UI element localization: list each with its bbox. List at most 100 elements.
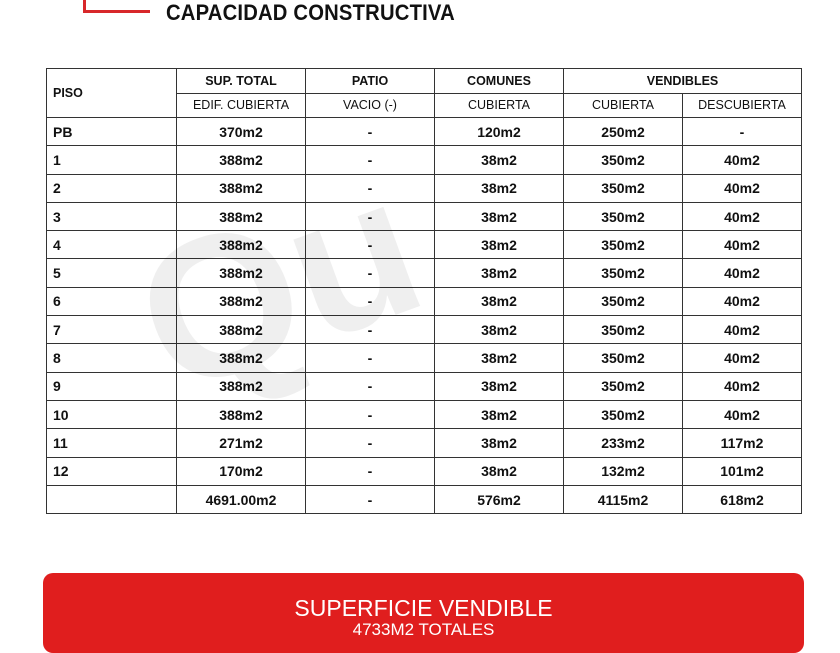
table-cell: 388m2 xyxy=(176,315,306,345)
table-cell xyxy=(46,484,177,515)
table-cell: 40m2 xyxy=(681,258,803,288)
table-cell: - xyxy=(305,116,435,147)
table-cell: - xyxy=(305,343,435,373)
table-row: 2 388m2-38m2 350m2 40m2 xyxy=(46,173,803,203)
table-cell: 271m2 xyxy=(176,428,306,458)
table-cell: 5 xyxy=(46,258,177,288)
table-cell: 7 xyxy=(46,315,177,345)
table-row: 6 388m2-38m2 350m2 40m2 xyxy=(46,286,803,317)
table-row: 1 388m2-38m2 350m2 40m2 xyxy=(46,145,803,175)
table-cell: 1 xyxy=(46,145,177,175)
header-row-sub: EDIF. CUBIERTA VACIO (-) CUBIERTA CUBIER… xyxy=(47,92,803,118)
table-cell: 40m2 xyxy=(681,286,803,317)
header-edif-cubierta: EDIF. CUBIERTA xyxy=(176,92,306,118)
table-cell: - xyxy=(305,201,435,232)
table-row: 11 271m2-38m2 233m2 117m2 xyxy=(46,428,803,458)
table-cell: 38m2 xyxy=(434,456,564,486)
header-piso: PISO xyxy=(46,68,177,118)
table-cell: 40m2 xyxy=(681,173,803,203)
table-cell: 38m2 xyxy=(434,315,564,345)
table-cell: 388m2 xyxy=(176,399,306,430)
table-cell: PB xyxy=(46,116,177,147)
table-cell: 38m2 xyxy=(434,286,564,317)
table-cell: 38m2 xyxy=(434,399,564,430)
header-vendibles-cubierta: CUBIERTA xyxy=(563,92,683,118)
table-cell: 618m2 xyxy=(681,484,803,515)
table-cell: 40m2 xyxy=(681,201,803,232)
table-cell: 38m2 xyxy=(434,371,564,401)
table-cell: 350m2 xyxy=(563,145,683,175)
table-cell: 40m2 xyxy=(681,230,803,260)
table-cell: 38m2 xyxy=(434,258,564,288)
banner-title: SUPERFICIE VENDIBLE xyxy=(294,595,553,621)
table-cell: - xyxy=(305,173,435,203)
table-cell: - xyxy=(681,116,803,147)
table-cell: 8 xyxy=(46,343,177,373)
table-cell: - xyxy=(305,484,435,515)
header-vendibles-descubierta: DESCUBIERTA xyxy=(681,92,803,118)
table-cell: 576m2 xyxy=(434,484,564,515)
table-cell: 350m2 xyxy=(563,371,683,401)
table-cell: 40m2 xyxy=(681,371,803,401)
table-cell: 4691.00m2 xyxy=(176,484,306,515)
sellable-area-banner: SUPERFICIE VENDIBLE 4733M2 TOTALES xyxy=(43,573,804,653)
table-cell: 40m2 xyxy=(681,343,803,373)
table-cell: 170m2 xyxy=(176,456,306,486)
header-comunes: COMUNES xyxy=(434,68,564,94)
table-row: 10 388m2-38m2 350m2 40m2 xyxy=(46,399,803,430)
table-cell: 40m2 xyxy=(681,315,803,345)
header-patio: PATIO xyxy=(305,68,435,94)
table-cell: 388m2 xyxy=(176,343,306,373)
table-row: 4 388m2-38m2 350m2 40m2 xyxy=(46,230,803,260)
table-cell: 38m2 xyxy=(434,230,564,260)
page-title: CAPACIDAD CONSTRUCTIVA xyxy=(166,0,455,25)
table-cell: 38m2 xyxy=(434,173,564,203)
table-cell: 350m2 xyxy=(563,399,683,430)
table-cell: 40m2 xyxy=(681,399,803,430)
table-cell: 350m2 xyxy=(563,201,683,232)
table-cell: 388m2 xyxy=(176,201,306,232)
header-row-top: PISO SUP. TOTAL PATIO COMUNES VENDIBLES xyxy=(46,68,803,118)
table-cell: - xyxy=(305,315,435,345)
table-cell: 350m2 xyxy=(563,173,683,203)
table-row: 7 388m2-38m2 350m2 40m2 xyxy=(46,315,803,345)
table-cell: 3 xyxy=(46,201,177,232)
table-cell: 11 xyxy=(46,428,177,458)
table-cell: 388m2 xyxy=(176,230,306,260)
table-row: 12 170m2-38m2 132m2 101m2 xyxy=(46,456,803,486)
table-cell: 370m2 xyxy=(176,116,306,147)
totals-row: 4691.00m2-576m2 4115m2 618m2 xyxy=(46,484,803,515)
table-cell: 388m2 xyxy=(176,258,306,288)
table-cell: - xyxy=(305,258,435,288)
capacity-table: PISO SUP. TOTAL PATIO COMUNES VENDIBLES … xyxy=(46,68,803,515)
table-cell: - xyxy=(305,399,435,430)
table-cell: 388m2 xyxy=(176,371,306,401)
header-vendibles: VENDIBLES xyxy=(562,68,803,94)
table-cell: 101m2 xyxy=(681,456,803,486)
table-row: PB 370m2-120m2 250m2- xyxy=(46,116,803,147)
logo-mark xyxy=(83,0,150,13)
table-row: 3 388m2-38m2 350m2 40m2 xyxy=(46,201,803,232)
table-cell: 38m2 xyxy=(434,201,564,232)
table-cell: - xyxy=(305,286,435,317)
table-cell: 350m2 xyxy=(563,258,683,288)
table-cell: 388m2 xyxy=(176,145,306,175)
table-cell: 40m2 xyxy=(681,145,803,175)
table-row: 8 388m2-38m2 350m2 40m2 xyxy=(46,343,803,373)
table-cell: 350m2 xyxy=(563,230,683,260)
table-cell: 4 xyxy=(46,230,177,260)
header-sup-total: SUP. TOTAL xyxy=(176,68,306,94)
table-cell: 388m2 xyxy=(176,173,306,203)
table-cell: 10 xyxy=(46,399,177,430)
table-cell: 38m2 xyxy=(434,343,564,373)
table-cell: 4115m2 xyxy=(563,484,683,515)
table-cell: - xyxy=(305,456,435,486)
table-row: 5 388m2-38m2 350m2 40m2 xyxy=(46,258,803,288)
table-cell: 388m2 xyxy=(176,286,306,317)
table-cell: - xyxy=(305,145,435,175)
table-cell: 2 xyxy=(46,173,177,203)
table-cell: 132m2 xyxy=(563,456,683,486)
header-comunes-cubierta: CUBIERTA xyxy=(434,92,564,118)
table-cell: 350m2 xyxy=(563,343,683,373)
banner-subtitle: 4733M2 TOTALES xyxy=(352,620,495,639)
